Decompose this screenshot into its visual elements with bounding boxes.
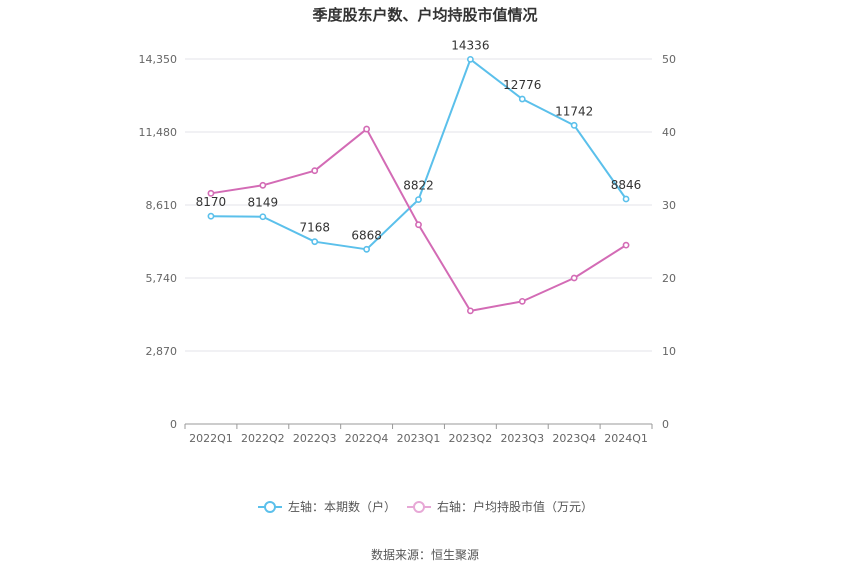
data-label: 6868	[351, 228, 382, 242]
left-series-point	[311, 238, 319, 246]
data-label: 8822	[403, 179, 434, 193]
x-axis-tick-label: 2023Q3	[500, 432, 544, 445]
left-series-point	[466, 55, 474, 63]
x-axis-tick-label: 2024Q1	[604, 432, 648, 445]
data-labels: 8170 8149 7168 6868 8822 14336 12776 11742 8846	[196, 38, 642, 242]
right-series-point	[518, 297, 526, 305]
legend-label: 左轴：本期数（户）	[288, 499, 396, 514]
left-axis-tick-label: 0	[170, 418, 177, 431]
x-axis-tick-label: 2022Q1	[189, 432, 233, 445]
series-layer	[207, 55, 630, 315]
source-note: 数据来源：恒生聚源	[370, 548, 479, 562]
right-series-line	[210, 128, 627, 312]
left-axis-tick-label: 2,870	[146, 345, 178, 358]
x-axis-tick-label: 2022Q2	[241, 432, 285, 445]
left-series-point	[207, 212, 215, 220]
right-axis-tick-label: 0	[662, 418, 669, 431]
data-label: 7168	[299, 221, 330, 235]
data-label: 8846	[611, 178, 642, 192]
left-axis-tick-label: 14,350	[139, 53, 178, 66]
left-series-point	[622, 195, 630, 203]
left-axis-tick-label: 5,740	[146, 272, 178, 285]
right-axis-tick-label: 50	[662, 53, 676, 66]
x-axis-tick-label: 2023Q1	[397, 432, 441, 445]
right-axis-tick-label: 40	[662, 126, 676, 139]
x-axis-tick-label: 2022Q3	[293, 432, 337, 445]
x-axis-tick-label: 2023Q2	[449, 432, 493, 445]
chart-title: 季度股东户数、户均持股市值情况	[312, 6, 537, 24]
right-series-point	[622, 241, 630, 249]
left-series-point	[415, 196, 422, 204]
left-series-point	[518, 95, 526, 103]
left-series-point	[570, 121, 578, 129]
right-series-point	[466, 307, 474, 315]
data-label: 14336	[451, 38, 489, 52]
left-axis-tick-label: 11,480	[139, 126, 178, 139]
left-series-line	[210, 58, 627, 251]
data-label: 12776	[503, 78, 541, 92]
right-axis-tick-label: 30	[662, 199, 676, 212]
right-series-point	[311, 167, 319, 175]
left-axis-tick-label: 8,610	[146, 199, 178, 212]
legend-label: 右轴：户均持股市值（万元）	[437, 499, 593, 514]
right-axis-tick-label: 10	[662, 345, 676, 358]
x-axis-tick-label: 2023Q4	[552, 432, 596, 445]
right-axis-tick-label: 20	[662, 272, 676, 285]
x-axis-tick-label: 2022Q4	[345, 432, 389, 445]
right-series-point	[415, 221, 422, 229]
legend-marker-icon	[264, 501, 276, 513]
right-series-point	[207, 189, 215, 197]
axes: 0 0 2,870 10 5,740 20 8,610 30 11,480 40 14,350 50 2…	[139, 53, 677, 445]
legend: 左轴：本期数（户） 右轴：户均持股市值（万元）	[258, 499, 593, 514]
legend-marker-icon	[413, 501, 425, 513]
left-series-point	[363, 245, 371, 253]
left-series-point	[259, 213, 267, 221]
right-series-point	[259, 181, 267, 189]
data-label: 11742	[555, 104, 593, 118]
data-label: 8170	[196, 195, 227, 209]
right-series-point	[570, 274, 578, 282]
right-series-point	[363, 125, 371, 133]
data-label: 8149	[248, 196, 279, 210]
